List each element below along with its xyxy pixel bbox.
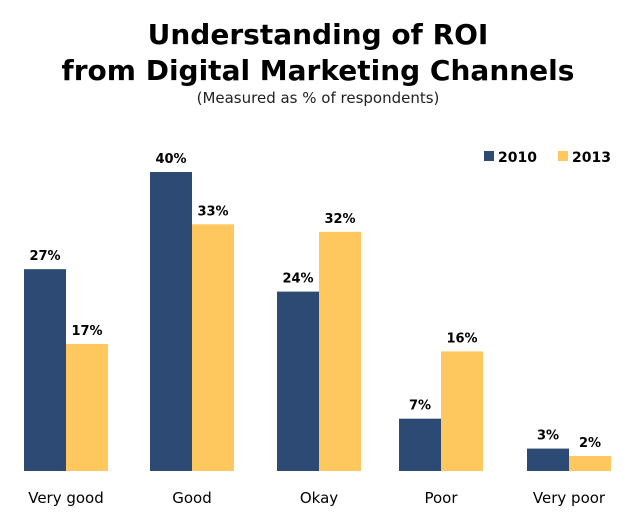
category-label: Very good: [28, 489, 104, 507]
legend-label-2010: 2010: [498, 150, 537, 166]
legend: 2010 2013: [484, 150, 611, 166]
bar-2010-1: [150, 172, 192, 471]
bar-2010-4: [527, 448, 569, 471]
data-label: 2%: [579, 436, 601, 451]
data-label: 17%: [71, 324, 102, 339]
category-label: Poor: [424, 489, 458, 507]
chart-title-line-2: from Digital Marketing Channels: [62, 54, 575, 87]
bar-2013-3: [441, 351, 483, 471]
bar-2013-2: [319, 231, 361, 471]
data-label: 27%: [29, 249, 60, 264]
chart-subtitle: (Measured as % of respondents): [197, 89, 440, 107]
data-label: 32%: [324, 212, 355, 227]
bar-2010-0: [24, 269, 66, 471]
data-label: 3%: [537, 429, 559, 444]
bar-2013-4: [569, 456, 611, 471]
category-label: Very poor: [533, 489, 606, 507]
bar-2013-1: [192, 224, 234, 471]
legend-swatch-2013: [558, 151, 568, 161]
bar-2013-0: [66, 343, 108, 471]
bar-2010-2: [277, 291, 319, 471]
data-label: 33%: [197, 204, 228, 219]
chart-title-line-1: Understanding of ROI: [148, 18, 489, 51]
legend-swatch-2010: [484, 151, 494, 161]
legend-label-2013: 2013: [572, 150, 611, 166]
data-label: 16%: [446, 331, 477, 346]
bar-2010-3: [399, 418, 441, 471]
data-label: 7%: [409, 399, 431, 414]
data-label: 40%: [155, 152, 186, 167]
data-label: 24%: [282, 272, 313, 287]
category-label: Good: [172, 489, 212, 507]
category-label: Okay: [300, 489, 338, 507]
